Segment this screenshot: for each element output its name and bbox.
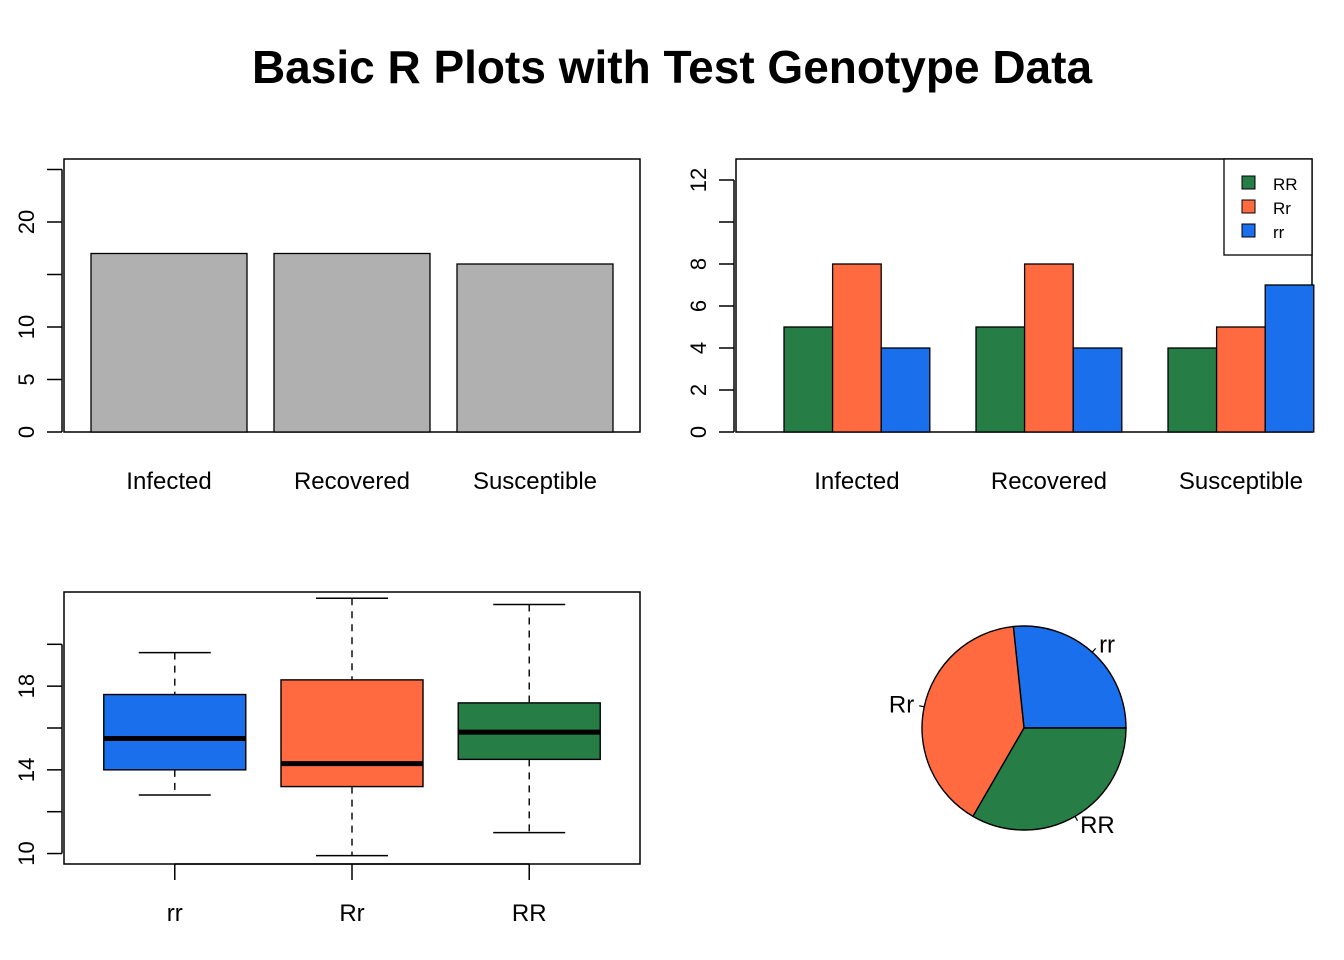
p2-y-tick-label: 4 [686,342,711,354]
p2-y-tick-label: 8 [686,258,711,270]
legend-box [1223,158,1313,256]
bar-infected-RR [783,326,834,433]
pie-panel: rr Rr RR [889,625,1127,839]
legend-label: Rr [1273,199,1291,218]
bar-recovered [273,252,431,433]
x-tick-label: Recovered [991,468,1107,495]
pie-slice-Rr [921,625,1025,818]
grouped-bar-panel: Infected Recovered Susceptible 0 2 4 6 8 12 RR Rr r… [686,158,1315,495]
bar-susceptible-RR [1167,347,1218,433]
box-Rr [280,597,424,857]
total-bar-panel: Infected Recovered Susceptible 0 5 10 20 [14,158,641,495]
pie-label-Rr: Rr [889,692,914,719]
legend-swatch-RR [1241,175,1256,190]
bar-susceptible [456,263,614,433]
bar-recovered-RR [975,326,1026,433]
x-tick-label: RR [512,900,547,927]
pie-label-rr: rr [1099,632,1115,659]
bar-recovered-rr [1072,347,1123,433]
pie-label-RR: RR [1080,812,1115,839]
p2-y-tick-label: 6 [686,300,711,312]
p1-y-tick-label: 5 [14,373,39,385]
legend: RR Rr rr [1223,158,1313,256]
box-rr [103,651,247,796]
p1-y-tick-label: 20 [14,210,39,234]
p2-y-tick-label: 12 [686,168,711,192]
bar-recovered-Rr [1023,263,1074,433]
x-tick-label: Susceptible [1179,468,1303,495]
iqr-box [103,693,247,771]
p1-y-tick-label: 0 [14,426,39,438]
x-tick-label: rr [167,900,183,927]
pie-label-leader [919,705,925,708]
bar-susceptible-Rr [1215,326,1266,433]
x-tick-label: Rr [339,900,364,927]
p1-y-tick-label: 10 [14,315,39,339]
p2-y-tick-label: 0 [686,426,711,438]
bar-susceptible-rr [1264,284,1315,433]
legend-label: RR [1273,175,1298,194]
iqr-box [280,679,424,788]
x-tick-label: Recovered [294,468,410,495]
bar-infected [90,252,248,433]
pie-label-leader [1074,816,1079,822]
x-tick-label: Susceptible [473,468,597,495]
legend-swatch-Rr [1241,199,1256,214]
x-tick-label: Infected [814,468,899,495]
legend-label: rr [1273,223,1285,242]
boxplot-panel: rr Rr RR 10 14 18 [14,591,641,927]
p3-y-tick-label: 18 [14,674,39,698]
pie-slice-rr [1012,625,1127,729]
bar-infected-Rr [831,263,882,433]
x-tick-label: Infected [126,468,211,495]
legend-swatch-rr [1241,223,1256,238]
pie-label-leader [1091,648,1097,653]
bar-infected-rr [880,347,931,433]
box-RR [457,603,601,834]
chart-title: Basic R Plots with Test Genotype Data [251,41,1093,93]
p3-y-tick-label: 10 [14,841,39,865]
p2-y-tick-label: 2 [686,384,711,396]
p3-y-tick-label: 14 [14,758,39,782]
